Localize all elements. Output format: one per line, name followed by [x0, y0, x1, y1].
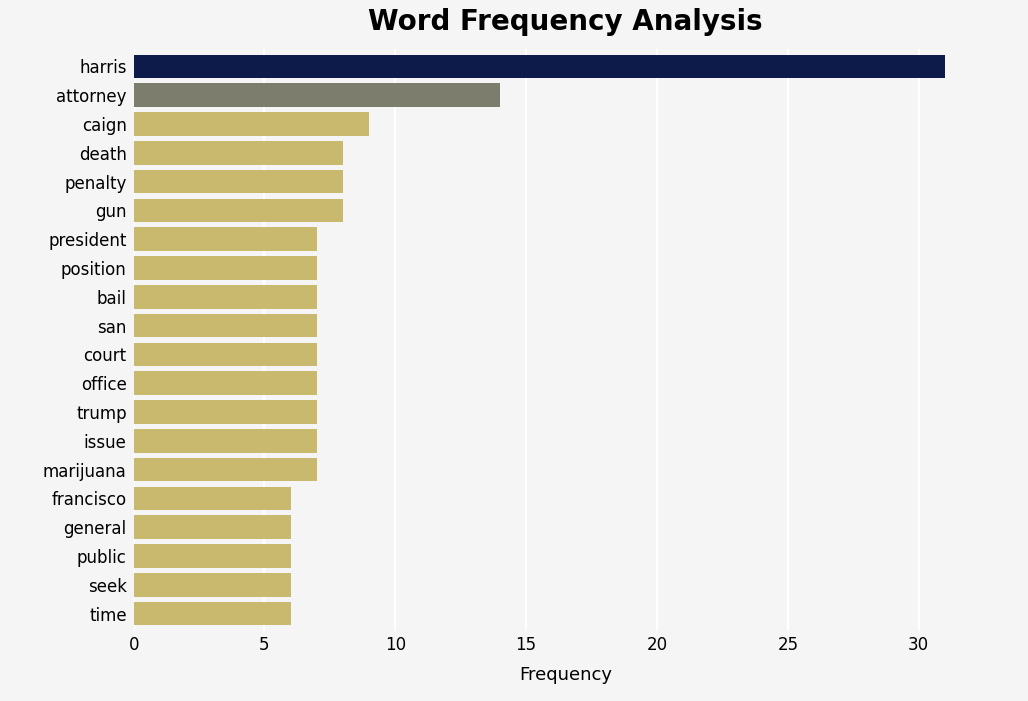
Bar	[134, 256, 317, 280]
Bar	[134, 400, 317, 424]
Bar	[134, 429, 317, 453]
Bar	[134, 343, 317, 366]
Bar	[134, 55, 945, 78]
Bar	[134, 83, 500, 107]
Bar	[134, 458, 317, 482]
Bar	[134, 544, 291, 568]
Bar	[134, 170, 343, 193]
Bar	[134, 486, 291, 510]
Bar	[134, 601, 291, 625]
Title: Word Frequency Analysis: Word Frequency Analysis	[368, 8, 763, 36]
X-axis label: Frequency: Frequency	[519, 665, 612, 683]
Bar	[134, 573, 291, 597]
Bar	[134, 285, 317, 308]
Bar	[134, 141, 343, 165]
Bar	[134, 227, 317, 251]
Bar	[134, 314, 317, 337]
Bar	[134, 515, 291, 539]
Bar	[134, 112, 369, 136]
Bar	[134, 372, 317, 395]
Bar	[134, 198, 343, 222]
